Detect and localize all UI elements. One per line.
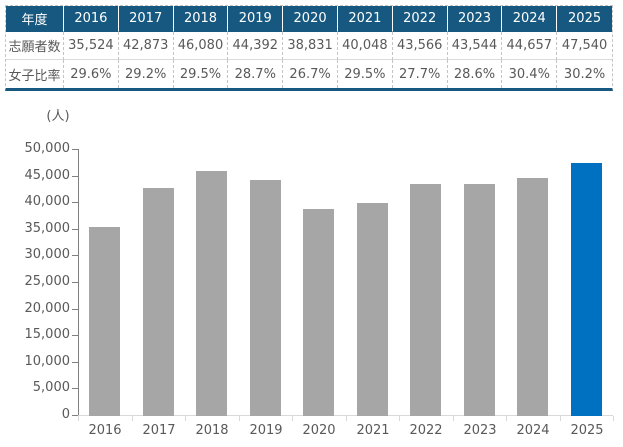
table-value-cell: 42,873 (118, 32, 174, 60)
table-value-cell: 28.6% (448, 60, 503, 88)
table-value-cell: 47,540 (557, 32, 612, 60)
x-axis-category-label: 2025 (570, 423, 604, 438)
x-axis-category-label: 2021 (356, 423, 390, 438)
x-axis-category-label: 2019 (249, 423, 283, 438)
x-axis-tick (560, 416, 561, 421)
x-axis-category-label: 2017 (142, 423, 176, 438)
y-axis-tick-label: 15,000 (24, 327, 71, 343)
x-axis-tick (399, 416, 400, 421)
table-value-cell: 35,524 (64, 32, 119, 60)
y-axis-tick-label: 35,000 (24, 220, 71, 236)
x-axis-category-label: 2018 (195, 423, 229, 438)
table-value-cell: 27.7% (393, 60, 448, 88)
x-axis-tick (453, 416, 454, 421)
bar-2020 (303, 209, 334, 416)
table-value-cell: 26.7% (283, 60, 338, 88)
table-value-cell: 44,657 (502, 32, 558, 60)
table-value-cell: 38,831 (283, 32, 338, 60)
table-value-cell: 43,544 (447, 32, 503, 60)
y-axis-tick-label: 0 (61, 407, 70, 422)
y-axis-tick (72, 228, 78, 230)
y-axis-tick (72, 149, 78, 150)
header-year-cell: 2023 (447, 6, 503, 32)
bar-2016 (89, 227, 120, 416)
x-axis-category-label: 2023 (463, 423, 497, 438)
table-value-cell: 28.7% (228, 60, 284, 88)
x-axis-tick (613, 416, 614, 421)
bar-2023 (464, 184, 495, 416)
y-axis-tick-label: 40,000 (24, 194, 71, 210)
y-axis-tick (72, 202, 78, 204)
header-year-cell: 2022 (392, 6, 448, 32)
header-year-cell: 2016 (64, 6, 119, 32)
table-value-cell: 29.6% (64, 60, 119, 88)
table-value-cell: 29.2% (119, 60, 174, 88)
header-year-label: 年度 (6, 6, 64, 32)
y-axis-tick (72, 282, 78, 283)
table-value-cell: 30.4% (502, 60, 558, 88)
y-axis-tick (72, 175, 78, 177)
x-axis-line (78, 415, 613, 416)
header-year-cell: 2021 (337, 6, 393, 32)
y-axis-tick-label: 25,000 (24, 274, 71, 289)
table-row-applicants: 志願者数 35,524 42,873 46,080 44,392 38,831 40,04… (6, 32, 612, 60)
y-axis-tick-label: 10,000 (24, 353, 71, 369)
y-axis-tick (72, 415, 78, 416)
x-axis-category-label: 2016 (88, 423, 122, 438)
table-row-female-ratio: 女子比率 29.6% 29.2% 29.5% 28.7% 26.7% 29.5% 27.7%… (6, 60, 612, 88)
x-axis-tick (78, 416, 79, 421)
y-axis-line (78, 149, 79, 416)
x-axis-category-label: 2020 (302, 423, 336, 438)
bar-2018 (196, 171, 227, 416)
x-axis-tick (239, 416, 240, 421)
y-axis-tick-label: 30,000 (24, 247, 71, 263)
x-axis-tick (292, 416, 293, 421)
bar-2025 (571, 163, 602, 416)
bar-2019 (250, 180, 281, 416)
x-axis-tick (185, 416, 186, 421)
table-value-cell: 29.5% (338, 60, 393, 88)
applicants-table: 年度 2016 2017 2018 2019 2020 2021 2022 2023 2024 2… (5, 5, 613, 91)
y-axis-tick (72, 361, 78, 363)
row-label-female-ratio: 女子比率 (6, 60, 64, 88)
y-axis-tick-label: 20,000 (24, 300, 71, 316)
table-value-cell: 43,566 (392, 32, 448, 60)
header-year-cell: 2024 (502, 6, 558, 32)
x-axis-category-label: 2022 (409, 423, 443, 438)
bar-2021 (357, 203, 388, 416)
x-axis-tick (506, 416, 507, 421)
table-value-cell: 40,048 (337, 32, 393, 60)
table-value-cell: 30.2% (563, 66, 606, 82)
y-axis-unit-label: (人) (46, 109, 70, 124)
applicants-bar-chart: (人) 0 5,000 10,000 15,000 20,000 25,000 30,000… (0, 100, 623, 447)
x-axis-category-label: 2024 (516, 423, 550, 438)
table-value-cell: 44,392 (228, 32, 284, 60)
y-axis-tick (72, 388, 78, 390)
y-axis-tick-label: 50,000 (24, 141, 71, 156)
header-year-cell: 2018 (173, 6, 229, 32)
x-axis-tick (132, 416, 133, 421)
table-value-cell: 29.5% (174, 60, 229, 88)
y-axis-tick (72, 335, 78, 337)
table-value-cell: 46,080 (173, 32, 229, 60)
bar-2017 (143, 188, 174, 416)
y-axis-tick (72, 308, 78, 310)
x-axis-tick (346, 416, 347, 421)
y-axis-tick-label: 5,000 (32, 380, 70, 396)
y-axis-tick (72, 255, 78, 257)
bar-2024 (517, 178, 548, 416)
row-label-applicants: 志願者数 (6, 32, 64, 60)
header-year-cell: 2019 (228, 6, 284, 32)
header-year-cell: 2020 (283, 6, 338, 32)
y-axis-tick-label: 45,000 (24, 167, 71, 183)
header-year-cell: 2017 (118, 6, 174, 32)
header-year-cell: 2025 (557, 6, 612, 32)
bar-2022 (410, 184, 441, 416)
table-header-row: 年度 2016 2017 2018 2019 2020 2021 2022 2023 2024 2… (6, 6, 612, 32)
